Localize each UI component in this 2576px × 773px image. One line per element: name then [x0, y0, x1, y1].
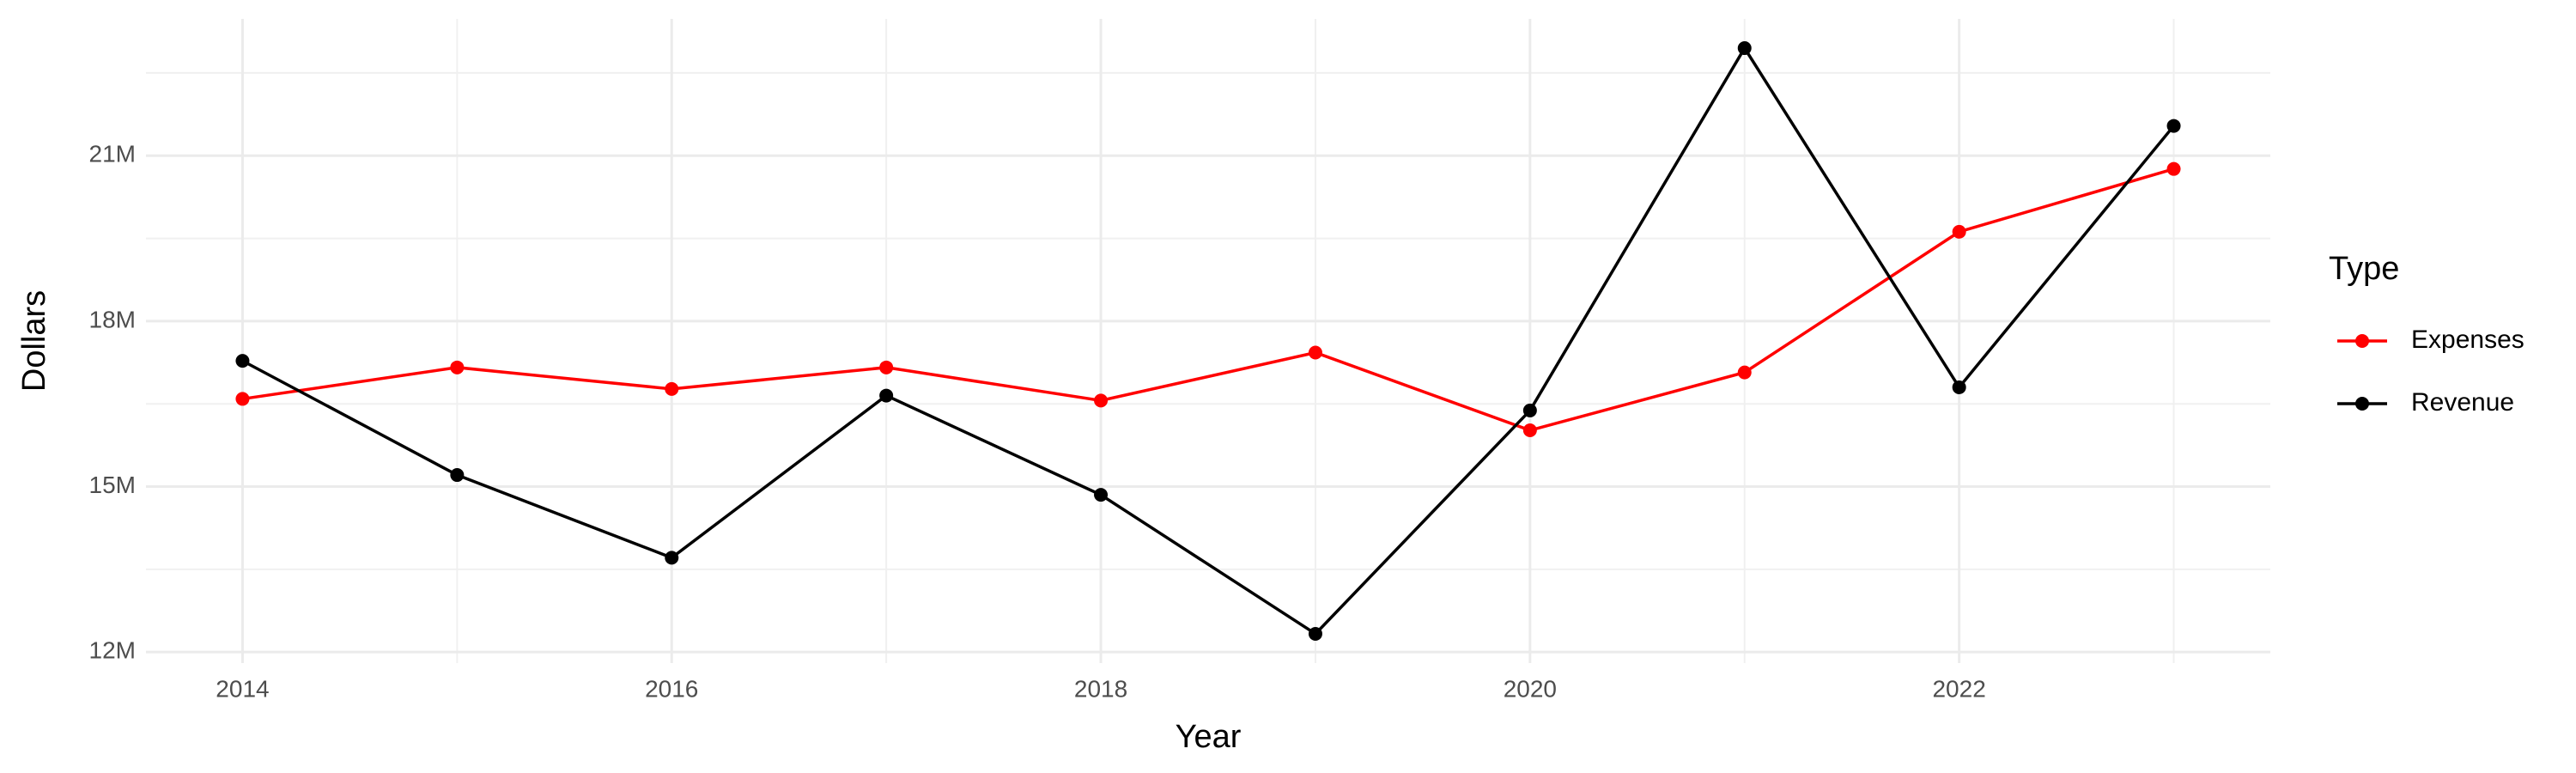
data-point — [665, 551, 679, 565]
y-tick-label: 18M — [89, 306, 136, 332]
data-point — [1094, 393, 1109, 408]
x-tick-label: 2014 — [216, 675, 269, 702]
y-tick-label: 21M — [89, 141, 136, 167]
series-line — [241, 45, 2175, 636]
data-point — [2166, 161, 2181, 176]
data-point — [1522, 403, 1537, 417]
x-tick-label: 2016 — [645, 675, 698, 702]
legend-label: Revenue — [2411, 388, 2514, 417]
data-point — [879, 360, 894, 374]
y-tick-label: 12M — [89, 637, 136, 664]
legend-key-point — [2355, 334, 2369, 348]
data-point — [1952, 380, 1966, 394]
y-tick-label: 15M — [89, 472, 136, 498]
data-point — [1308, 345, 1322, 360]
legend-label: Expenses — [2411, 326, 2524, 354]
y-axis-title: Dollars — [16, 290, 52, 392]
data-point — [879, 388, 894, 403]
data-point — [1737, 41, 1752, 56]
series-line — [242, 167, 2175, 432]
legend-key-point — [2355, 397, 2369, 411]
data-point — [450, 468, 465, 483]
x-axis-title: Year — [1176, 719, 1242, 755]
data-point — [1094, 488, 1109, 502]
x-tick-label: 2018 — [1074, 675, 1127, 702]
data-point — [235, 392, 250, 406]
data-point — [450, 360, 465, 374]
data-point — [2166, 119, 2181, 133]
data-point — [665, 381, 679, 396]
data-point — [1308, 626, 1322, 641]
x-tick-label: 2020 — [1504, 675, 1557, 702]
data-point — [1737, 365, 1752, 380]
data-point — [235, 354, 250, 368]
data-point — [1522, 423, 1537, 438]
legend-title: Type — [2329, 251, 2399, 287]
data-point — [1952, 224, 1966, 239]
x-tick-label: 2022 — [1932, 675, 1985, 702]
